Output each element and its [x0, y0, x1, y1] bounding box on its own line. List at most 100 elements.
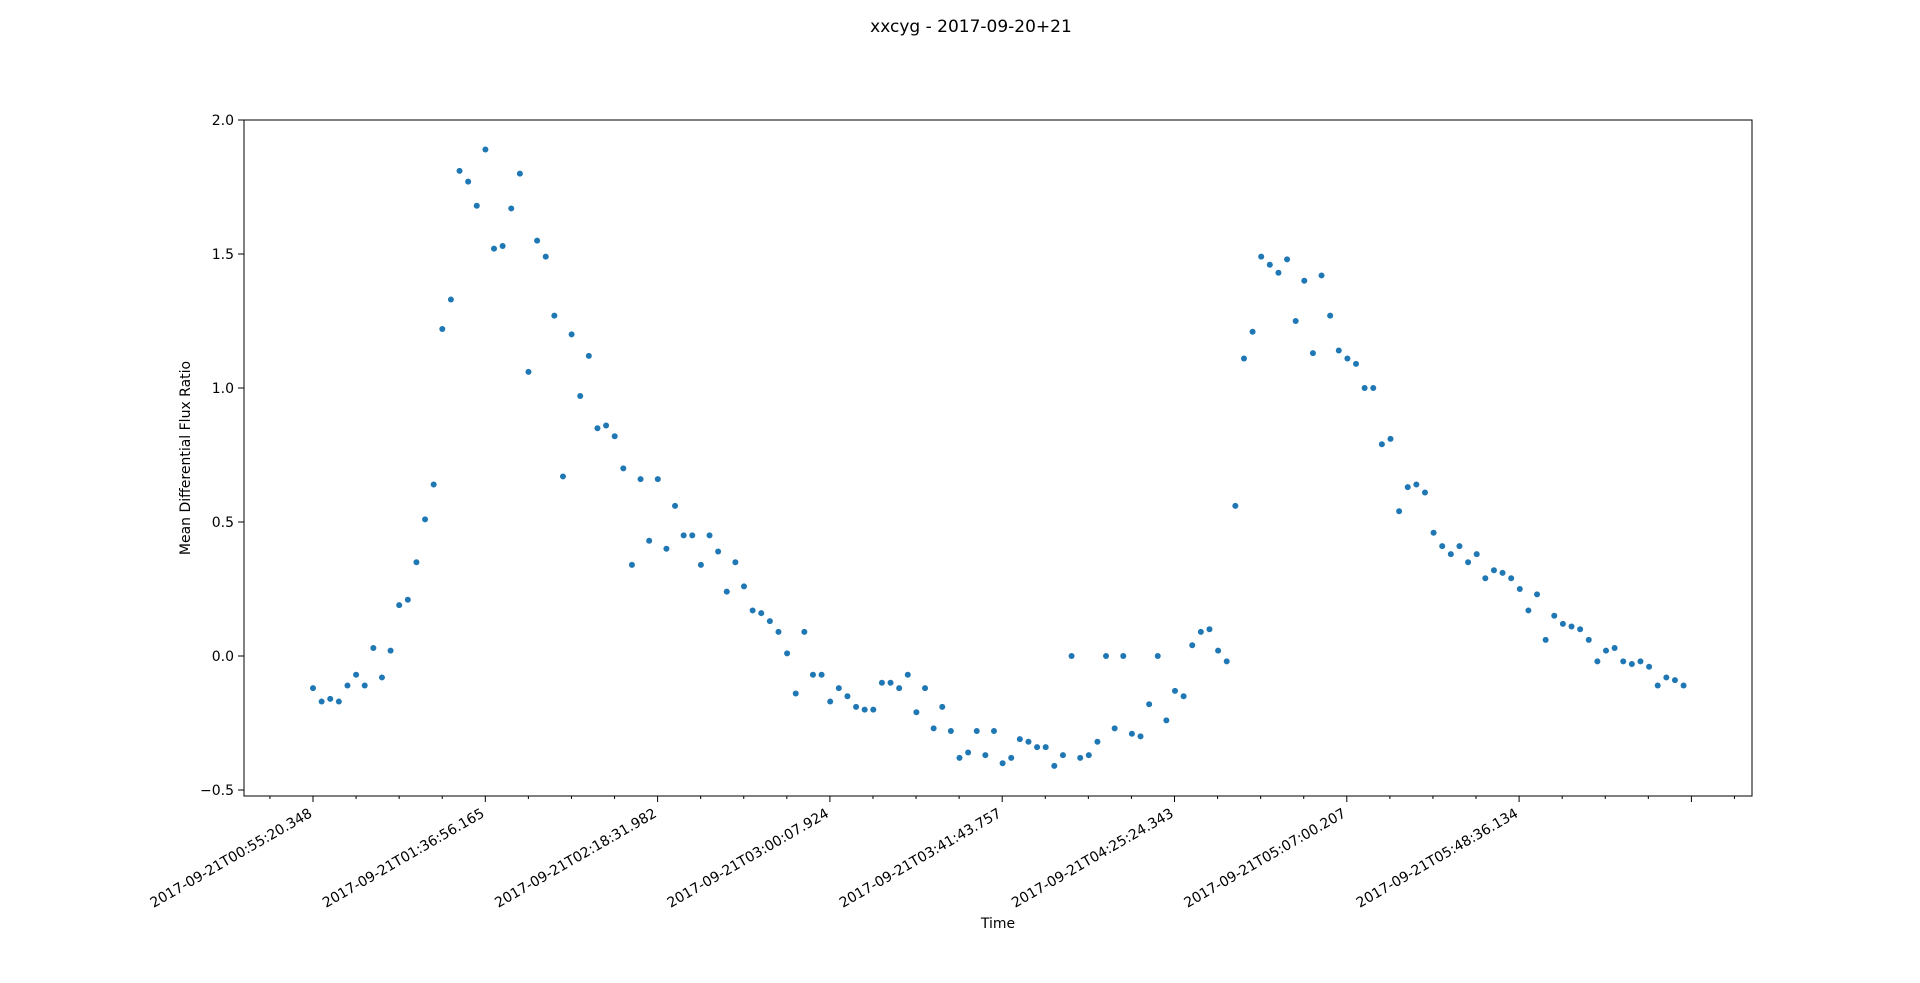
- data-point: [1266, 261, 1273, 268]
- data-point: [473, 202, 480, 209]
- data-point: [1025, 738, 1032, 745]
- data-point: [430, 481, 437, 488]
- data-point: [1275, 269, 1282, 276]
- data-point: [499, 242, 506, 249]
- plot-frame: [243, 119, 1753, 797]
- data-point: [766, 618, 773, 625]
- data-point: [1620, 658, 1627, 665]
- data-point: [870, 706, 877, 713]
- data-point: [542, 253, 549, 260]
- data-point: [672, 502, 679, 509]
- data-point: [1654, 682, 1661, 689]
- x-axis-label: Time: [980, 916, 1015, 932]
- x-tick-label: 2017-09-21T01:36:56.165: [320, 806, 487, 912]
- data-point: [1120, 653, 1127, 659]
- data-point: [1370, 385, 1377, 391]
- data-point: [689, 532, 696, 539]
- data-point: [1585, 636, 1592, 643]
- data-point: [1309, 350, 1316, 357]
- data-point: [1646, 663, 1653, 670]
- data-point: [1137, 733, 1144, 740]
- data-point: [896, 685, 903, 692]
- data-point: [1318, 272, 1325, 279]
- data-point: [396, 602, 403, 609]
- data-point: [1085, 752, 1092, 759]
- data-point: [1034, 744, 1041, 751]
- data-point: [456, 167, 463, 174]
- data-point: [697, 561, 704, 568]
- y-axis-label: Mean Differential Flux Ratio: [178, 361, 194, 555]
- data-point: [1378, 441, 1385, 448]
- data-point: [947, 728, 954, 735]
- data-point: [482, 146, 489, 153]
- data-point: [1172, 687, 1178, 694]
- data-point: [1059, 752, 1066, 759]
- data-point: [1284, 256, 1291, 263]
- x-tick-label: 2017-09-21T02:18:31.982: [492, 806, 659, 912]
- data-point: [1482, 575, 1489, 582]
- data-point: [1628, 661, 1635, 668]
- data-point: [525, 368, 532, 375]
- data-point: [1249, 328, 1256, 335]
- data-point: [1387, 435, 1394, 442]
- data-point: [1559, 620, 1566, 627]
- data-point: [1603, 647, 1609, 654]
- data-point: [1353, 360, 1360, 367]
- x-tick-label: 2017-09-21T00:55:20.348: [148, 806, 315, 912]
- data-point: [956, 754, 963, 761]
- data-point: [447, 296, 454, 303]
- data-point: [534, 237, 541, 244]
- data-point: [491, 245, 498, 252]
- data-point: [990, 728, 997, 735]
- data-point: [1292, 318, 1299, 324]
- data-point: [1301, 277, 1308, 284]
- data-point: [1197, 628, 1204, 635]
- data-point: [1016, 736, 1023, 743]
- data-point: [792, 690, 799, 697]
- y-tick-label: 0.5: [212, 515, 234, 531]
- data-point: [1396, 508, 1403, 515]
- data-point: [335, 698, 342, 705]
- data-point: [628, 561, 635, 568]
- data-point: [1637, 658, 1644, 665]
- data-point: [982, 752, 989, 759]
- data-point: [559, 473, 566, 480]
- data-point: [611, 433, 618, 440]
- data-point: [887, 679, 894, 686]
- data-point: [904, 671, 911, 678]
- data-point: [353, 671, 360, 678]
- data-point: [939, 703, 946, 710]
- data-point: [594, 425, 601, 432]
- data-point: [749, 607, 756, 614]
- data-point: [1128, 730, 1135, 737]
- data-point: [310, 685, 316, 692]
- data-point: [422, 516, 429, 523]
- data-point: [835, 685, 842, 692]
- data-point: [1430, 529, 1437, 536]
- data-point: [999, 760, 1006, 767]
- data-point: [1008, 754, 1015, 761]
- data-point: [1439, 543, 1446, 550]
- data-point: [1223, 658, 1230, 665]
- data-point: [784, 650, 791, 657]
- data-point: [1490, 567, 1497, 574]
- data-point: [1068, 653, 1075, 659]
- data-point: [1421, 489, 1428, 496]
- data-point: [878, 679, 885, 686]
- data-point: [1516, 586, 1523, 592]
- data-point: [706, 532, 713, 539]
- data-point: [913, 709, 920, 716]
- data-point: [654, 476, 661, 483]
- y-axis: −0.5 0.0 0.5 1.0 1.5 2.0: [200, 113, 244, 799]
- data-point: [801, 628, 808, 635]
- data-point: [1042, 744, 1049, 751]
- data-point: [370, 644, 377, 651]
- data-point: [1215, 647, 1222, 654]
- x-tick-label: 2017-09-21T05:07:00.207: [1181, 806, 1348, 912]
- data-point: [585, 352, 592, 359]
- data-point: [1611, 644, 1618, 651]
- data-point: [1525, 607, 1532, 614]
- data-point: [973, 728, 980, 735]
- data-point: [1154, 653, 1161, 659]
